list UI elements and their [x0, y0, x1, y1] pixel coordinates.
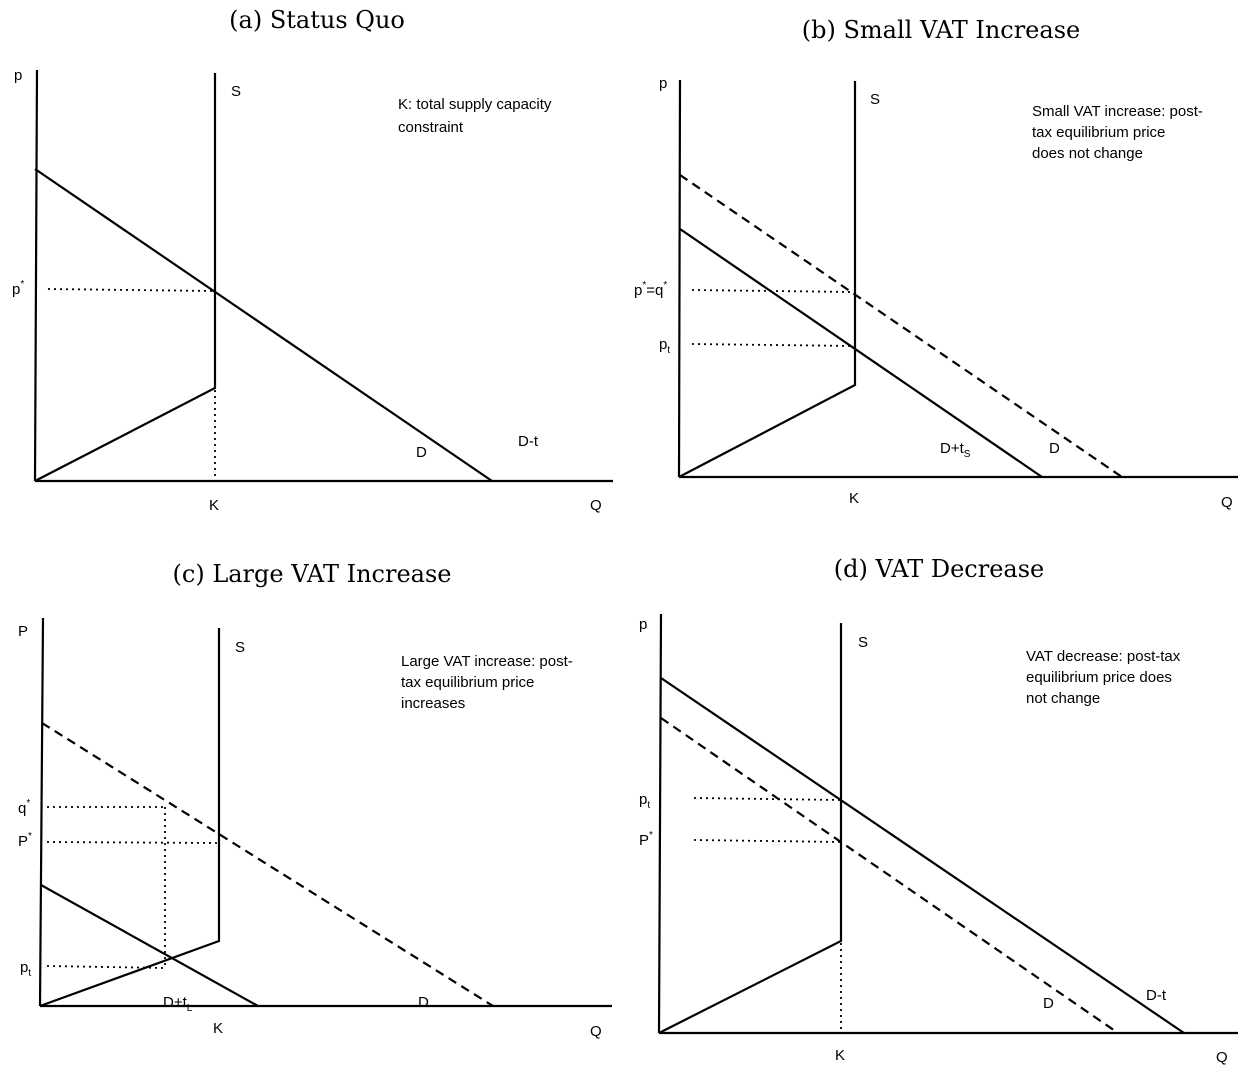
panel-d-y-axis-label: p — [639, 616, 647, 633]
panel-d-price-label-pt: pt — [639, 791, 650, 811]
panel-d-price-guide-pt — [693, 797, 842, 801]
panel-d-demand-curve — [660, 717, 1119, 1034]
panel-c-demand-label: D — [418, 994, 429, 1011]
panel-c-y-axis — [38, 617, 45, 1007]
panel-d-price-guide-p — [693, 839, 842, 843]
panel-c-supply-curve — [39, 628, 221, 1008]
panel-d-note: VAT decrease: post-tax equilibrium price… — [1026, 648, 1184, 707]
panel-b: (b) Small VAT Increase p Q S D D+tS p*=q… — [634, 16, 1238, 511]
panel-d: (d) VAT Decrease p Q S D-t D pt P* K VAT… — [639, 555, 1238, 1065]
panel-d-supply-curve — [658, 623, 843, 1034]
panel-d-y-axis — [657, 613, 663, 1034]
panel-a-demand-curve — [34, 168, 493, 482]
panel-d-price-label-p: P* — [639, 830, 653, 849]
panel-b-supply-label: S — [870, 91, 880, 108]
panel-d-demand-label: D — [1043, 995, 1054, 1012]
panel-a-demand-label: D — [416, 444, 427, 461]
panel-b-demand-curve — [679, 174, 1123, 478]
panel-c-price-guide-p — [46, 841, 220, 844]
panel-a-y-axis-label: p — [14, 67, 22, 84]
panel-d-shifted-demand-label: D-t — [1146, 987, 1167, 1004]
panel-c-x-axis-label: Q — [590, 1023, 602, 1040]
panel-d-x-axis-label: Q — [1216, 1049, 1228, 1065]
panel-d-capacity-label: K — [835, 1047, 845, 1064]
panel-b-price-label-upper: p*=q* — [634, 280, 667, 299]
panel-c-price-label-q: q* — [18, 798, 30, 817]
panel-b-demand-label: D — [1049, 440, 1060, 457]
panel-b-capacity-label: K — [849, 490, 859, 507]
panel-a-supply-curve — [34, 73, 217, 482]
panel-c-price-label-pt: pt — [20, 959, 31, 979]
panel-a-x-axis-label: Q — [590, 497, 602, 514]
panel-b-price-label-lower: pt — [659, 336, 670, 356]
panel-c-y-axis-label: P — [18, 623, 28, 640]
panel-b-x-axis-label: Q — [1221, 494, 1233, 511]
panel-c: (c) Large VAT Increase P Q S D D+tL q* P… — [18, 560, 612, 1040]
panel-c-taxed-demand-label: D+tL — [163, 994, 193, 1014]
panel-b-title: (b) Small VAT Increase — [802, 16, 1080, 44]
panel-c-price-label-p: P* — [18, 831, 32, 850]
panel-a-shifted-demand-label: D-t — [518, 433, 539, 450]
panel-a-capacity-label: K — [209, 497, 219, 514]
panel-a-note: K: total supply capacity constraint — [398, 96, 556, 136]
panel-c-taxed-demand-curve — [40, 884, 259, 1007]
panel-d-supply-label: S — [858, 634, 868, 651]
panel-a-supply-label: S — [231, 83, 241, 100]
panel-b-price-guide-lower — [691, 343, 856, 347]
panel-b-price-guide-upper — [691, 289, 856, 293]
panel-b-y-axis-label: p — [659, 75, 667, 92]
panel-b-taxed-demand-curve — [679, 228, 1043, 478]
panel-c-title: (c) Large VAT Increase — [173, 560, 452, 588]
panel-b-y-axis — [677, 79, 682, 478]
panel-a-y-axis — [33, 69, 39, 482]
panel-a-title: (a) Status Quo — [229, 6, 405, 34]
panel-d-shifted-demand-curve — [660, 677, 1185, 1034]
panel-c-capacity-label: K — [213, 1020, 223, 1037]
panel-b-note: Small VAT increase: post- tax equilibriu… — [1032, 103, 1207, 162]
panel-c-supply-label: S — [235, 639, 245, 656]
panel-a-price-label: p* — [12, 279, 24, 298]
panel-c-demand-curve — [41, 722, 494, 1007]
panel-c-note: Large VAT increase: post- tax equilibriu… — [401, 653, 577, 712]
panel-b-supply-curve — [678, 81, 857, 478]
panel-c-price-guide-pt — [46, 965, 166, 969]
panel-a-price-guide — [47, 288, 216, 292]
panel-d-title: (d) VAT Decrease — [834, 555, 1044, 583]
panel-b-taxed-demand-label: D+tS — [940, 440, 971, 460]
panel-a: (a) Status Quo p Q S D D-t p* K K: total… — [12, 6, 613, 514]
